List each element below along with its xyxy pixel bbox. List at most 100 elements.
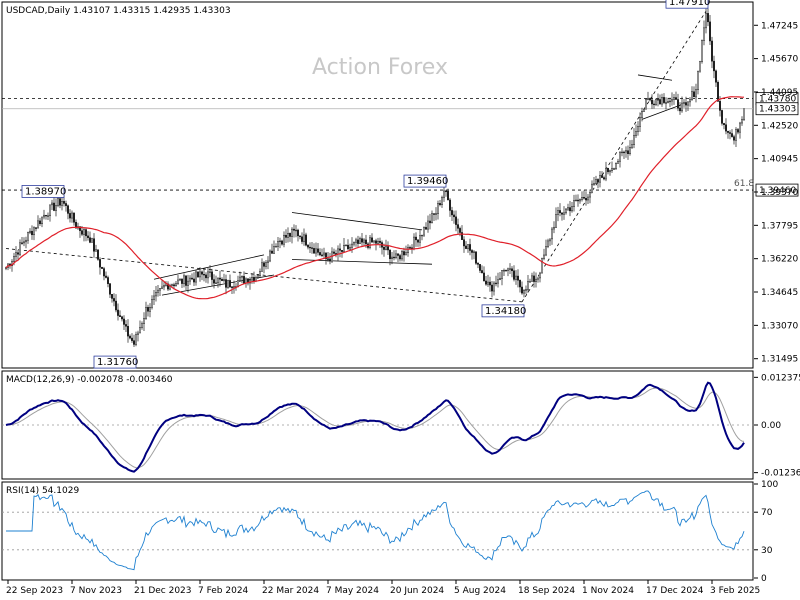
candle-body: [621, 151, 623, 154]
price-tick-label: 1.47245: [761, 21, 798, 31]
candle-body: [201, 271, 203, 275]
candle-body: [715, 70, 717, 83]
price-label: 1.38970: [25, 186, 66, 197]
candle-body: [401, 251, 403, 260]
candle-body: [161, 286, 163, 289]
candle-body: [57, 198, 59, 206]
price-tick-label: 1.37795: [761, 221, 798, 231]
candle-body: [31, 230, 33, 236]
candle-body: [417, 239, 419, 243]
candle-body: [363, 239, 365, 243]
candle-body: [269, 250, 271, 262]
candle-body: [309, 246, 311, 249]
candle-body: [197, 271, 199, 278]
candle-body: [553, 226, 555, 230]
candle-body: [99, 259, 101, 268]
candle-body: [557, 210, 559, 215]
candle-body: [123, 318, 125, 325]
candle-body: [721, 110, 723, 124]
level-tag-label: 1.43780: [759, 95, 796, 105]
price-tick-label: 1.33070: [761, 321, 798, 331]
candle-body: [613, 168, 615, 170]
candle-body: [679, 107, 681, 112]
price-label: 1.39460: [407, 176, 448, 187]
candle-body: [727, 130, 729, 133]
candle-body: [399, 255, 401, 260]
candle-body: [101, 266, 103, 269]
candle-body: [549, 238, 551, 242]
price-label-box: [93, 355, 137, 369]
candle-body: [173, 284, 175, 287]
candle-body: [307, 244, 309, 248]
candle-body: [637, 126, 639, 132]
candle-body: [211, 271, 213, 280]
candle-body: [441, 197, 443, 205]
candle-body: [617, 160, 619, 164]
candle-body: [143, 318, 145, 324]
candle-body: [41, 216, 43, 225]
candle-body: [555, 214, 557, 228]
candle-body: [547, 240, 549, 247]
candle-body: [559, 210, 561, 214]
candle-body: [709, 21, 711, 42]
candle-body: [515, 275, 517, 280]
level-tag-label: 1.43303: [759, 105, 796, 115]
candle-body: [157, 289, 159, 293]
candle-body: [109, 283, 111, 295]
candle-body: [445, 190, 447, 193]
candle-body: [699, 61, 701, 72]
candle-body: [589, 191, 591, 198]
candle-body: [125, 324, 127, 327]
candle-body: [591, 183, 593, 193]
candle-body: [671, 99, 673, 102]
candle-body: [27, 232, 29, 241]
candle-body: [585, 197, 587, 201]
candle-body: [181, 278, 183, 284]
candle-body: [133, 340, 135, 345]
candle-body: [199, 271, 201, 278]
candle-body: [697, 70, 699, 90]
time-tick-label: 21 Dec 2023: [134, 586, 192, 596]
candle-body: [735, 129, 737, 141]
candle-body: [107, 277, 109, 284]
candle-body: [535, 278, 537, 282]
watermark: Action Forex: [312, 55, 448, 80]
candle-body: [377, 240, 379, 244]
candle-body: [503, 270, 505, 272]
candle-body: [221, 278, 223, 281]
candle-body: [643, 108, 645, 112]
candle-body: [73, 212, 75, 223]
candle-body: [351, 243, 353, 248]
time-axis: 22 Sep 2023 7 Nov 2023 21 Dec 2023 7 Feb 20…: [6, 580, 760, 596]
candle-body: [461, 232, 463, 240]
candle-body: [291, 228, 293, 237]
candle-body: [79, 226, 81, 231]
candle-body: [323, 252, 325, 256]
time-tick-label: 7 Nov 2023: [70, 586, 122, 596]
candle-body: [121, 316, 123, 320]
candle-body: [593, 183, 595, 185]
candle-body: [225, 279, 227, 288]
candle-body: [525, 289, 527, 291]
candle-body: [97, 249, 99, 260]
candle-body: [519, 279, 521, 288]
candle-body: [469, 244, 471, 251]
macd-tick-label: 0.012375: [761, 373, 800, 383]
candle-body: [663, 97, 665, 103]
level-tag-label: 1.39460: [759, 186, 796, 196]
candle-body: [229, 280, 231, 288]
candle-body: [69, 213, 71, 219]
price-tick-label: 1.31495: [761, 355, 798, 365]
candle-body: [49, 204, 51, 217]
candle-body: [517, 275, 519, 281]
candle-body: [195, 271, 197, 283]
candle-body: [111, 294, 113, 299]
candle-body: [689, 99, 691, 103]
candle-body: [153, 295, 155, 300]
candle-body: [285, 234, 287, 238]
candle-body: [633, 135, 635, 145]
rsi-label: RSI(14) 54.1029: [6, 486, 79, 496]
candle-body: [479, 264, 481, 271]
candle-body: [447, 190, 449, 201]
